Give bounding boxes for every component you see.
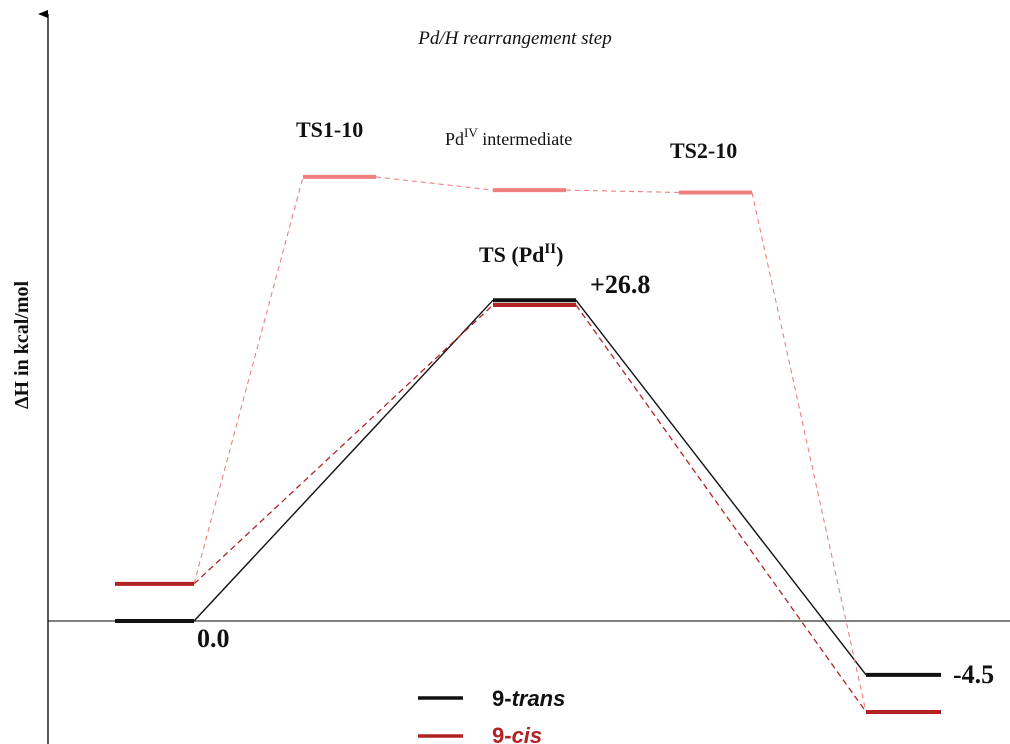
chart-title: Pd/H rearrangement step <box>417 28 612 49</box>
state-label-pdiv: PdIV intermediate <box>445 125 572 149</box>
tspd-sup: II <box>544 241 556 257</box>
tspd-suffix: ) <box>556 242 563 267</box>
state-label-ts1: TS1-10 <box>296 117 363 142</box>
legend-label-cis: 9-cis <box>492 723 542 744</box>
connector-pdiv-path-1 <box>375 176 494 191</box>
connector-pdiv-path-2 <box>565 189 680 194</box>
connector-pdiv-path-0 <box>193 176 304 585</box>
legend-cis-italic: cis <box>512 723 543 744</box>
pdiv-prefix: Pd <box>445 129 464 149</box>
state-label-ts2: TS2-10 <box>670 138 737 163</box>
connector-9-trans-1 <box>575 299 867 676</box>
legend-cis-prefix: 9- <box>492 723 512 744</box>
level-label-trans-end: -4.5 <box>953 660 994 689</box>
connector-9-trans-0 <box>193 299 494 622</box>
connector-9-cis-1 <box>575 304 867 713</box>
legend-trans-prefix: 9- <box>492 686 512 711</box>
pdiv-sup: IV <box>464 125 478 140</box>
connector-pdiv-path-3 <box>751 192 867 713</box>
y-axis-label: ΔH in kcal/mol <box>11 281 33 410</box>
level-label-trans-ts: +26.8 <box>590 270 650 299</box>
pdiv-suffix: intermediate <box>478 129 572 149</box>
state-label-tspd: TS (PdII) <box>479 241 563 267</box>
level-label-trans-start: 0.0 <box>197 624 230 653</box>
tspd-prefix: TS (Pd <box>479 242 544 267</box>
legend: 9-trans 9-cis <box>418 686 565 744</box>
legend-label-trans: 9-trans <box>492 686 565 711</box>
legend-trans-italic: trans <box>512 686 566 711</box>
connector-9-cis-0 <box>193 304 494 585</box>
